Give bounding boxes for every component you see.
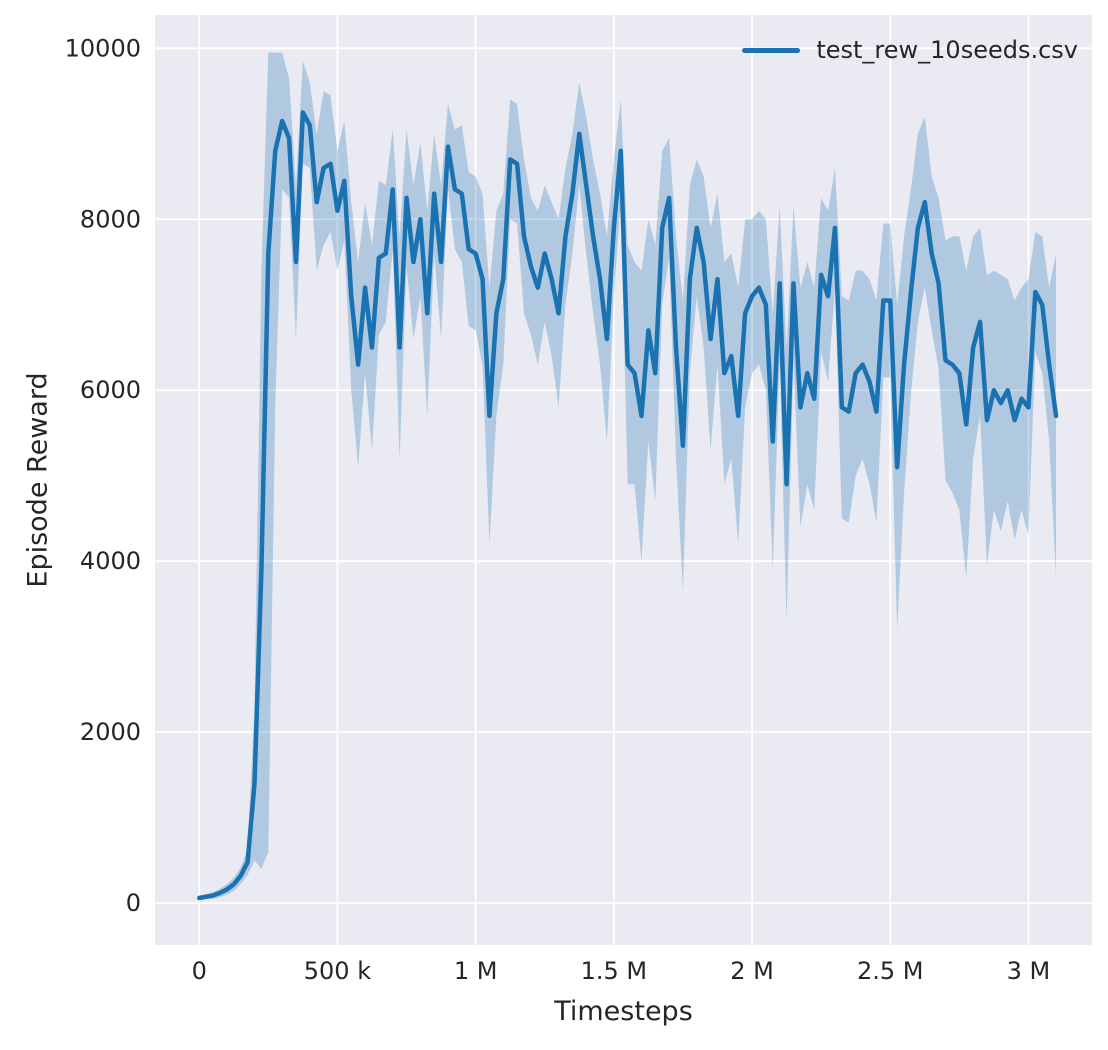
y-axis-label: Episode Reward: [22, 372, 54, 588]
mean-reward-line: [196, 110, 1059, 901]
x-tick-label: 500 k: [304, 957, 371, 985]
x-tick-label: 2 M: [730, 957, 774, 985]
legend-label: test_rew_10seeds.csv: [816, 36, 1078, 64]
x-tick-label: 1.5 M: [581, 957, 648, 985]
x-tick-label: 3 M: [1007, 957, 1051, 985]
y-tick-label: 6000: [80, 376, 141, 404]
x-axis-label: Timesteps: [554, 996, 693, 1027]
confidence-band: [199, 52, 1057, 901]
legend: test_rew_10seeds.csv: [742, 36, 1078, 64]
y-tick-label: 10000: [65, 34, 141, 62]
y-tick-label: 4000: [80, 547, 141, 575]
y-tick-label: 0: [126, 889, 141, 917]
x-tick-label: 0: [192, 957, 207, 985]
x-tick-label: 1 M: [454, 957, 498, 985]
y-tick-label: 8000: [80, 205, 141, 233]
legend-line-swatch: [742, 47, 801, 53]
x-tick-label: 2.5 M: [857, 957, 924, 985]
y-tick-label: 2000: [80, 718, 141, 746]
